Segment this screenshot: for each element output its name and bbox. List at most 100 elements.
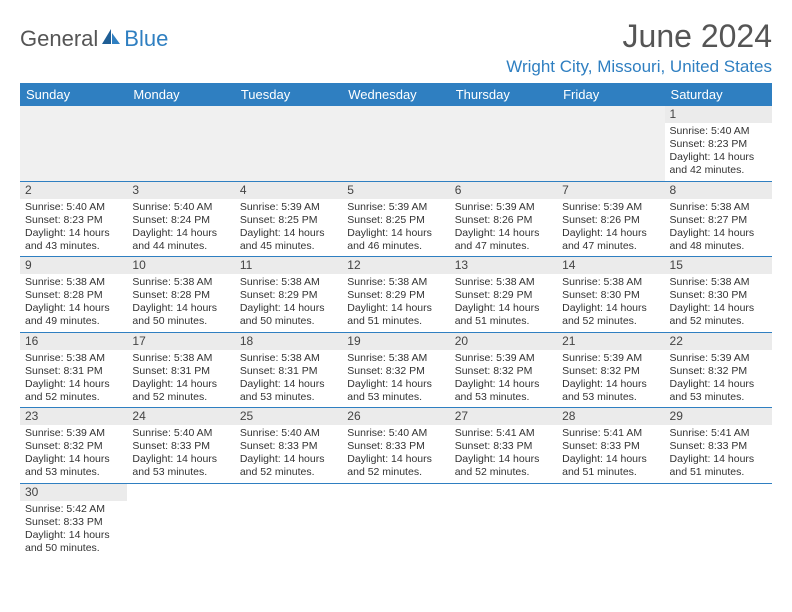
sunrise-text: Sunrise: 5:38 AM: [347, 352, 444, 365]
calendar-cell: 8Sunrise: 5:38 AMSunset: 8:27 PMDaylight…: [665, 181, 772, 257]
daylight2-text: and 50 minutes.: [240, 315, 337, 328]
calendar-row: 16Sunrise: 5:38 AMSunset: 8:31 PMDayligh…: [20, 332, 772, 408]
daylight1-text: Daylight: 14 hours: [25, 529, 122, 542]
calendar-cell: 10Sunrise: 5:38 AMSunset: 8:28 PMDayligh…: [127, 257, 234, 333]
sunset-text: Sunset: 8:33 PM: [562, 440, 659, 453]
daylight1-text: Daylight: 14 hours: [562, 302, 659, 315]
daylight1-text: Daylight: 14 hours: [455, 227, 552, 240]
cell-inner: 5 Sunrise: 5:39 AMSunset: 8:25 PMDaylight…: [342, 182, 449, 257]
cell-inner: 23Sunrise: 5:39 AMSunset: 8:32 PMDayligh…: [20, 408, 127, 483]
location: Wright City, Missouri, United States: [506, 57, 772, 77]
day-number: 6: [450, 182, 557, 199]
sunset-text: Sunset: 8:33 PM: [670, 440, 767, 453]
calendar-cell: [342, 483, 449, 558]
cell-inner: 29Sunrise: 5:41 AMSunset: 8:33 PMDayligh…: [665, 408, 772, 483]
daylight2-text: and 52 minutes.: [132, 391, 229, 404]
sunrise-text: Sunrise: 5:40 AM: [132, 427, 229, 440]
sunrise-text: Sunrise: 5:39 AM: [562, 352, 659, 365]
sunrise-text: Sunrise: 5:40 AM: [240, 427, 337, 440]
calendar-cell: 1Sunrise: 5:40 AMSunset: 8:23 PMDaylight…: [665, 106, 772, 181]
sunrise-text: Sunrise: 5:38 AM: [240, 352, 337, 365]
day-number: 25: [235, 408, 342, 425]
daylight2-text: and 53 minutes.: [562, 391, 659, 404]
month-title: June 2024: [506, 18, 772, 55]
daylight1-text: Daylight: 14 hours: [240, 302, 337, 315]
daylight2-text: and 53 minutes.: [347, 391, 444, 404]
daylight2-text: and 52 minutes.: [347, 466, 444, 479]
sunrise-text: Sunrise: 5:38 AM: [132, 352, 229, 365]
sunrise-text: Sunrise: 5:38 AM: [670, 201, 767, 214]
day-number: 2: [20, 182, 127, 199]
daylight1-text: Daylight: 14 hours: [132, 378, 229, 391]
daylight2-text: and 53 minutes.: [132, 466, 229, 479]
cell-inner: 15Sunrise: 5:38 AMSunset: 8:30 PMDayligh…: [665, 257, 772, 332]
calendar-cell: [450, 483, 557, 558]
sunrise-text: Sunrise: 5:40 AM: [132, 201, 229, 214]
day-number: 7: [557, 182, 664, 199]
sunrise-text: Sunrise: 5:39 AM: [347, 201, 444, 214]
sunset-text: Sunset: 8:31 PM: [240, 365, 337, 378]
calendar-cell: 15Sunrise: 5:38 AMSunset: 8:30 PMDayligh…: [665, 257, 772, 333]
calendar-cell: 16Sunrise: 5:38 AMSunset: 8:31 PMDayligh…: [20, 332, 127, 408]
cell-inner: 4Sunrise: 5:39 AMSunset: 8:25 PMDaylight…: [235, 182, 342, 257]
sunset-text: Sunset: 8:32 PM: [25, 440, 122, 453]
daylight2-text: and 50 minutes.: [25, 542, 122, 555]
daylight1-text: Daylight: 14 hours: [25, 378, 122, 391]
cell-inner: 20Sunrise: 5:39 AMSunset: 8:32 PMDayligh…: [450, 333, 557, 408]
daylight1-text: Daylight: 14 hours: [347, 453, 444, 466]
daylight1-text: Daylight: 14 hours: [455, 302, 552, 315]
daylight1-text: Daylight: 14 hours: [240, 378, 337, 391]
cell-inner: 25Sunrise: 5:40 AMSunset: 8:33 PMDayligh…: [235, 408, 342, 483]
daylight2-text: and 52 minutes.: [455, 466, 552, 479]
sunset-text: Sunset: 8:25 PM: [347, 214, 444, 227]
sunrise-text: Sunrise: 5:42 AM: [25, 503, 122, 516]
daylight2-text: and 53 minutes.: [240, 391, 337, 404]
daylight1-text: Daylight: 14 hours: [670, 151, 767, 164]
cell-inner: 3Sunrise: 5:40 AMSunset: 8:24 PMDaylight…: [127, 182, 234, 257]
sunset-text: Sunset: 8:33 PM: [25, 516, 122, 529]
title-block: June 2024 Wright City, Missouri, United …: [506, 18, 772, 77]
daylight1-text: Daylight: 14 hours: [670, 302, 767, 315]
sunset-text: Sunset: 8:26 PM: [562, 214, 659, 227]
day-number: 30: [20, 484, 127, 501]
day-number: 5: [342, 182, 449, 199]
calendar-table: Sunday Monday Tuesday Wednesday Thursday…: [20, 83, 772, 558]
sunset-text: Sunset: 8:28 PM: [132, 289, 229, 302]
cell-inner: 27Sunrise: 5:41 AMSunset: 8:33 PMDayligh…: [450, 408, 557, 483]
sunset-text: Sunset: 8:31 PM: [132, 365, 229, 378]
sunrise-text: Sunrise: 5:38 AM: [562, 276, 659, 289]
sunrise-text: Sunrise: 5:39 AM: [562, 201, 659, 214]
cell-inner: 16Sunrise: 5:38 AMSunset: 8:31 PMDayligh…: [20, 333, 127, 408]
day-number: 20: [450, 333, 557, 350]
calendar-cell: 25Sunrise: 5:40 AMSunset: 8:33 PMDayligh…: [235, 408, 342, 484]
cell-inner: 22Sunrise: 5:39 AMSunset: 8:32 PMDayligh…: [665, 333, 772, 408]
sunset-text: Sunset: 8:32 PM: [670, 365, 767, 378]
cell-inner: 28Sunrise: 5:41 AMSunset: 8:33 PMDayligh…: [557, 408, 664, 483]
day-number: 3: [127, 182, 234, 199]
col-monday: Monday: [127, 83, 234, 106]
col-sunday: Sunday: [20, 83, 127, 106]
calendar-cell: [557, 483, 664, 558]
sunset-text: Sunset: 8:25 PM: [240, 214, 337, 227]
sunrise-text: Sunrise: 5:38 AM: [25, 276, 122, 289]
cell-inner: 17 Sunrise: 5:38 AMSunset: 8:31 PMDayligh…: [127, 333, 234, 408]
day-number: 17: [127, 333, 234, 350]
day-number: 4: [235, 182, 342, 199]
sunrise-text: Sunrise: 5:38 AM: [25, 352, 122, 365]
sunrise-text: Sunrise: 5:40 AM: [25, 201, 122, 214]
calendar-cell: 29Sunrise: 5:41 AMSunset: 8:33 PMDayligh…: [665, 408, 772, 484]
sunrise-text: Sunrise: 5:38 AM: [455, 276, 552, 289]
calendar-cell: 26Sunrise: 5:40 AMSunset: 8:33 PMDayligh…: [342, 408, 449, 484]
cell-inner: 2Sunrise: 5:40 AMSunset: 8:23 PMDaylight…: [20, 182, 127, 257]
daylight2-text: and 48 minutes.: [670, 240, 767, 253]
sunrise-text: Sunrise: 5:39 AM: [455, 201, 552, 214]
daylight1-text: Daylight: 14 hours: [347, 227, 444, 240]
daylight2-text: and 50 minutes.: [132, 315, 229, 328]
col-friday: Friday: [557, 83, 664, 106]
cell-inner: 6Sunrise: 5:39 AMSunset: 8:26 PMDaylight…: [450, 182, 557, 257]
calendar-cell: 28Sunrise: 5:41 AMSunset: 8:33 PMDayligh…: [557, 408, 664, 484]
calendar-cell: 2Sunrise: 5:40 AMSunset: 8:23 PMDaylight…: [20, 181, 127, 257]
calendar-cell: 4Sunrise: 5:39 AMSunset: 8:25 PMDaylight…: [235, 181, 342, 257]
daylight2-text: and 53 minutes.: [670, 391, 767, 404]
daylight2-text: and 51 minutes.: [670, 466, 767, 479]
